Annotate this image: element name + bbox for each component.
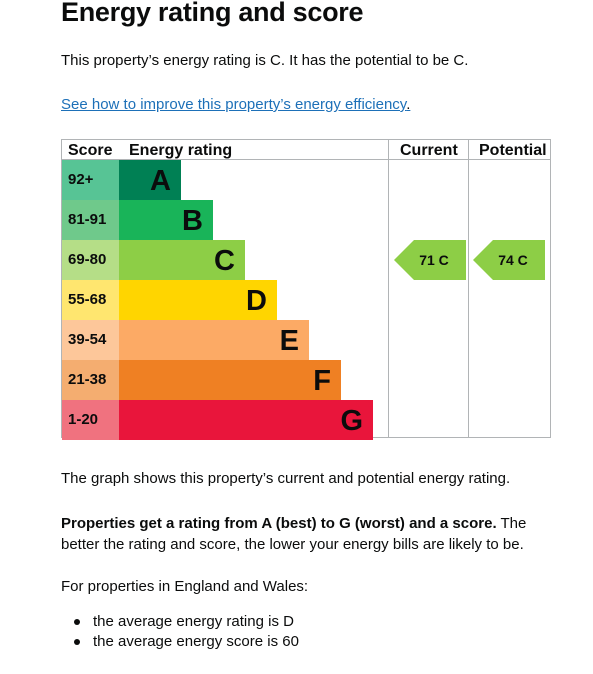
potential-rating-arrow-label: 74 C	[498, 252, 528, 268]
potential-rating-arrow: 74 C	[473, 240, 545, 280]
score-header: Score	[68, 142, 113, 159]
current-rating-arrow: 71 C	[394, 240, 466, 280]
average-rating-text: the average energy rating is D	[93, 613, 294, 630]
band-bar-c: C	[119, 240, 245, 280]
band-letter: F	[313, 365, 331, 397]
current-rating-arrow-polygon	[394, 240, 466, 280]
band-letter: G	[340, 405, 363, 437]
potential-header: Potential	[479, 142, 547, 159]
column-divider	[388, 140, 389, 437]
rating-explanation-bold: Properties get a rating from A (best) to…	[61, 515, 497, 532]
band-bar-d: D	[119, 280, 277, 320]
rating-summary: This property’s energy rating is C. It h…	[61, 52, 469, 69]
energy-rating-chart: Score Energy rating Current Potential 92…	[61, 139, 551, 440]
band-row-b: 81-91 B	[62, 200, 388, 240]
band-row-d: 55-68 D	[62, 280, 388, 320]
column-divider	[468, 140, 469, 437]
band-row-e: 39-54 E	[62, 320, 388, 360]
bullet-icon	[74, 639, 80, 645]
band-bar-b: B	[119, 200, 213, 240]
band-letter: D	[246, 285, 267, 317]
band-score-range: 21-38	[62, 360, 119, 400]
band-score-range: 69-80	[62, 240, 119, 280]
band-row-f: 21-38 F	[62, 360, 388, 400]
potential-rating-arrow-shape	[473, 240, 545, 280]
improve-efficiency-line: See how to improve this property’s energ…	[61, 95, 410, 115]
region-intro: For properties in England and Wales:	[61, 578, 309, 595]
band-bar-e: E	[119, 320, 309, 360]
rating-explanation-rest: The better the rating and score, the low…	[61, 515, 527, 553]
band-bar-g: G	[119, 400, 373, 440]
energy-rating-header: Energy rating	[129, 142, 233, 159]
improve-efficiency-link[interactable]: See how to improve this property’s energ…	[61, 96, 407, 113]
potential-rating-arrow-polygon	[473, 240, 545, 280]
band-row-g: 1-20 G	[62, 400, 388, 440]
band-letter: B	[182, 205, 203, 237]
band-letter: C	[214, 245, 235, 277]
band-score-range: 39-54	[62, 320, 119, 360]
average-score-text: the average energy score is 60	[93, 633, 299, 650]
current-header: Current	[400, 142, 458, 159]
band-row-c: 69-80 C	[62, 240, 388, 280]
current-rating-arrow-label: 71 C	[419, 252, 449, 268]
header-divider	[62, 159, 550, 160]
page-title: Energy rating and score	[61, 0, 364, 27]
graph-caption: The graph shows this property’s current …	[61, 470, 511, 487]
band-score-range: 92+	[62, 160, 119, 200]
list-item: the average energy rating is D	[61, 612, 299, 632]
current-rating-arrow-shape	[394, 240, 466, 280]
band-letter: E	[279, 325, 299, 357]
band-letter: A	[150, 165, 171, 197]
rating-explanation: Properties get a rating from A (best) to…	[61, 513, 561, 555]
list-item: the average energy score is 60	[61, 632, 299, 652]
averages-list: the average energy rating is D the avera…	[61, 612, 299, 652]
link-period: .	[406, 96, 411, 113]
band-bar-f: F	[119, 360, 341, 400]
band-score-range: 55-68	[62, 280, 119, 320]
band-score-range: 81-91	[62, 200, 119, 240]
bullet-icon	[74, 619, 80, 625]
band-row-a: 92+ A	[62, 160, 388, 200]
band-score-range: 1-20	[62, 400, 119, 440]
band-bar-a: A	[119, 160, 181, 200]
